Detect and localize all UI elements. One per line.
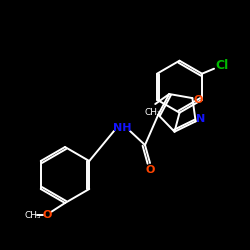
Text: NH: NH	[113, 123, 131, 133]
Text: CH₃: CH₃	[25, 210, 41, 220]
Text: O: O	[194, 95, 203, 105]
Text: Cl: Cl	[216, 59, 229, 72]
Text: CH₃: CH₃	[145, 108, 162, 116]
Text: O: O	[145, 165, 155, 175]
Text: N: N	[196, 114, 205, 124]
Text: O: O	[42, 210, 52, 220]
